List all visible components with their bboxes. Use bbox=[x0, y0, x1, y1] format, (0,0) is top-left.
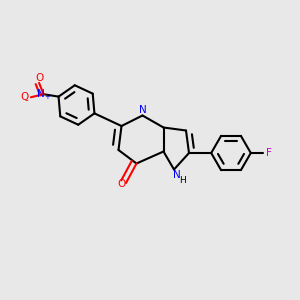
Text: N: N bbox=[139, 105, 147, 115]
Text: N: N bbox=[37, 89, 45, 99]
Text: O: O bbox=[20, 92, 28, 102]
Text: O: O bbox=[35, 73, 43, 83]
Text: O: O bbox=[117, 178, 126, 189]
Text: N: N bbox=[173, 170, 181, 181]
Text: +: + bbox=[44, 94, 50, 100]
Text: F: F bbox=[266, 148, 272, 158]
Text: H: H bbox=[179, 176, 186, 185]
Text: -: - bbox=[25, 95, 28, 105]
